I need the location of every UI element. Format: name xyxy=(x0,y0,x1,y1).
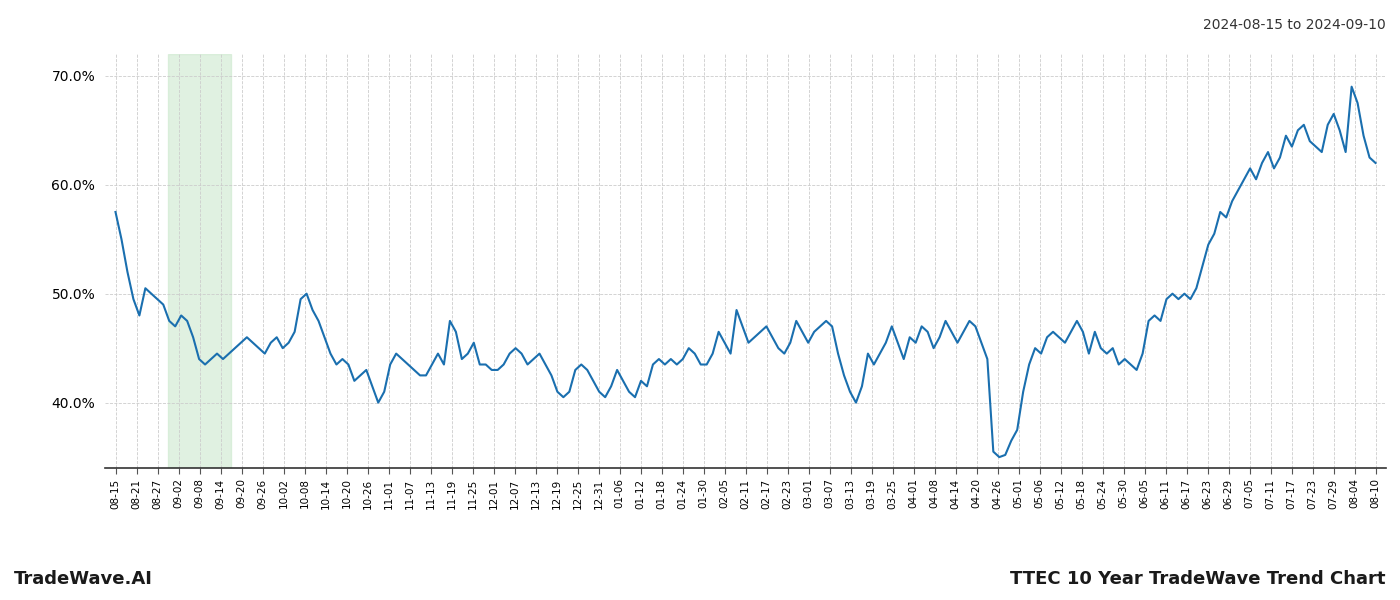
Text: TTEC 10 Year TradeWave Trend Chart: TTEC 10 Year TradeWave Trend Chart xyxy=(1011,570,1386,588)
Text: TradeWave.AI: TradeWave.AI xyxy=(14,570,153,588)
Text: 2024-08-15 to 2024-09-10: 2024-08-15 to 2024-09-10 xyxy=(1203,18,1386,32)
Bar xyxy=(168,54,231,468)
